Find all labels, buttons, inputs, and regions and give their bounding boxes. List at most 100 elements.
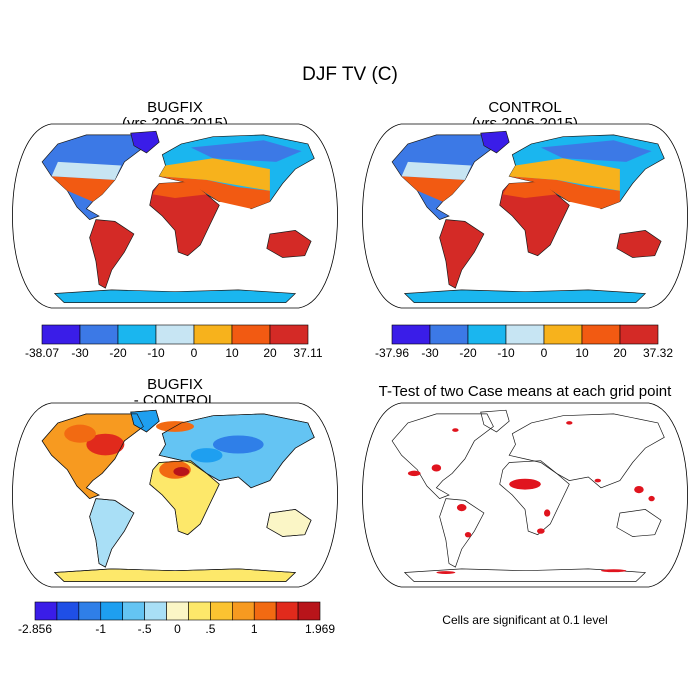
coastline-africa [149, 460, 220, 536]
significant-cell-1 [431, 464, 442, 472]
continent-africa [499, 460, 570, 536]
colorbar-swatch [253, 601, 277, 621]
significant-cell-4 [464, 531, 472, 538]
field-band-4 [190, 140, 302, 162]
significant-cell-9 [452, 428, 459, 432]
anomaly-blob-5 [212, 435, 264, 454]
colorbar-label: -30 [71, 346, 89, 360]
anomaly-blob-3 [173, 467, 190, 477]
significant-cell-13 [600, 569, 627, 573]
figure-title: DJF TV (C) [302, 64, 398, 85]
diff-title: BUGFIX [147, 376, 203, 393]
ttest-title: T-Test of two Case means at each grid po… [378, 383, 672, 400]
colorbar-label: -37.96 [375, 346, 409, 360]
continent-greenland [480, 130, 510, 154]
field-band-4 [540, 140, 652, 162]
colorbar-label: 0 [174, 622, 181, 636]
colorbar-swatch [619, 324, 659, 345]
anomaly-blob-0 [86, 433, 125, 456]
bugfix-colorbar: -38.07 -30 -20 -10 0 10 20 37.11 [25, 324, 323, 360]
diff-map [12, 402, 338, 588]
colorbar-label: 10 [575, 346, 589, 360]
colorbar-label: 37.11 [293, 346, 322, 360]
colorbar-swatch [56, 601, 80, 621]
field-band-3 [159, 158, 270, 191]
colorbar-swatch [166, 601, 189, 621]
field-band-1 [51, 161, 122, 180]
colorbar-swatch [543, 324, 583, 345]
colorbar-label: -2.856 [18, 622, 52, 636]
coastline-eurasia [158, 413, 315, 489]
colorbar-swatch [467, 324, 507, 345]
field-band-3 [509, 158, 620, 191]
colorbar-label: 1 [251, 622, 258, 636]
colorbar-label: 20 [263, 346, 277, 360]
control-title: CONTROL [488, 99, 562, 116]
field-band-5 [152, 181, 207, 198]
significant-cell-8 [648, 495, 655, 502]
ttest-map [362, 402, 688, 588]
continent-greenland [480, 409, 510, 433]
continent-greenland [130, 130, 160, 154]
significant-cell-0 [509, 478, 541, 490]
control-map [362, 123, 688, 309]
colorbar-label: 20 [613, 346, 627, 360]
significance-caption: Cells are significant at 0.1 level [442, 613, 608, 627]
colorbar-label: -.5 [138, 622, 152, 636]
significant-cell-7 [634, 485, 644, 494]
continent-antarctica [403, 289, 647, 303]
anomaly-blob-6 [190, 448, 223, 463]
continent-australia [266, 230, 312, 258]
colorbar-label: -1 [95, 622, 106, 636]
continent-namerica [391, 413, 494, 500]
bugfix-title: BUGFIX [147, 99, 203, 116]
map-frame [12, 123, 338, 309]
colorbar-swatch [34, 601, 58, 621]
coastline-samerica [89, 498, 135, 568]
continent-samerica [439, 219, 485, 289]
map-frame [12, 402, 338, 588]
colorbar-label: -38.07 [25, 346, 59, 360]
map-frame [362, 123, 688, 309]
colorbar-swatch [188, 601, 211, 621]
colorbar-label: 0 [191, 346, 198, 360]
anomaly-blob-1 [64, 424, 96, 443]
map-ocean [362, 403, 688, 587]
colorbar-label: .5 [205, 622, 215, 636]
field-band-5 [502, 181, 557, 198]
colorbar-label: 10 [225, 346, 239, 360]
colorbar-swatch [269, 324, 309, 345]
colorbar-swatch [505, 324, 545, 345]
colorbar-label: 0 [541, 346, 548, 360]
significant-cell-12 [436, 571, 456, 574]
colorbar-label: -10 [147, 346, 165, 360]
colorbar-label: 1.969 [305, 622, 335, 636]
significant-cell-10 [566, 421, 573, 425]
colorbar-swatch [100, 601, 123, 621]
colorbar-swatch [210, 601, 233, 621]
continent-samerica [89, 219, 135, 289]
field-band-1 [401, 161, 472, 180]
continent-eurasia [508, 413, 665, 489]
significant-cell-6 [537, 528, 545, 534]
significant-cell-2 [407, 470, 421, 477]
continent-samerica [439, 498, 485, 568]
colorbar-swatch [78, 601, 102, 621]
colorbar-swatch [581, 324, 621, 345]
continent-australia [616, 509, 662, 537]
significant-cell-3 [456, 504, 467, 512]
control-colorbar: -37.96 -30 -20 -10 0 10 20 37.32 [375, 324, 673, 360]
field-band-2 [509, 176, 620, 209]
map-frame [362, 402, 688, 588]
field-band-0 [51, 176, 115, 202]
bugfix-map [12, 123, 338, 309]
colorbar-swatch [429, 324, 469, 345]
significant-cell-11 [594, 478, 601, 483]
coastline-namerica [41, 413, 144, 500]
colorbar-label: 37.32 [643, 346, 673, 360]
continent-antarctica [53, 289, 297, 303]
ttest-panel-title: T-Test of two Case means at each grid po… [352, 384, 698, 400]
colorbar-label: -20 [459, 346, 477, 360]
significant-cell-5 [543, 509, 551, 517]
colorbar-swatch [144, 601, 167, 621]
